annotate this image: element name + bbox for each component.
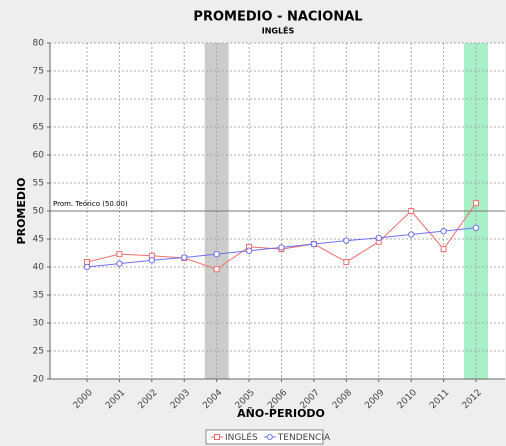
point: [375, 234, 382, 242]
reference-label: Prom. Teórico (50.00): [53, 200, 128, 208]
point: [116, 260, 123, 267]
point: [181, 254, 188, 261]
x-tick-label: 2009: [363, 388, 386, 411]
y-tick-label: 45: [33, 235, 44, 245]
y-tick-label: 40: [33, 263, 45, 273]
y-tick-label: 80: [33, 39, 45, 49]
point: [440, 227, 447, 235]
point: [473, 200, 479, 207]
legend-label: TENDENCIA: [277, 433, 331, 443]
point: [472, 224, 480, 232]
x-tick-label: 2004: [201, 388, 224, 411]
point: [116, 251, 123, 258]
point: [84, 258, 90, 265]
x-tick-label: 2008: [331, 388, 354, 411]
point: [310, 240, 318, 248]
x-tick-label: 2011: [428, 388, 451, 411]
point: [278, 244, 285, 251]
x-tick-label: 2002: [136, 388, 159, 411]
point: [213, 266, 220, 273]
y-tick-label: 30: [33, 319, 45, 329]
x-tick-label: 2003: [169, 388, 192, 411]
chart-title: PROMEDIO - NACIONAL: [193, 10, 362, 25]
x-tick-label: 2010: [396, 388, 419, 411]
legend-label: INGLÉS: [225, 431, 258, 443]
y-tick-label: 75: [33, 67, 44, 77]
y-tick-label: 50: [33, 207, 45, 217]
x-tick-label: 2012: [461, 388, 484, 411]
x-tick-label: 2000: [72, 388, 95, 411]
y-tick-label: 70: [33, 95, 45, 105]
y-tick-label: 35: [33, 291, 44, 301]
point: [407, 231, 415, 238]
point: [213, 250, 220, 258]
point: [408, 208, 415, 214]
y-tick-label: 65: [33, 123, 44, 133]
legend-marker: [214, 434, 220, 440]
point: [245, 247, 253, 254]
x-axis-label: AÑO-PERIODO: [237, 407, 325, 420]
y-tick-label: 25: [33, 347, 44, 357]
legend-marker: [266, 434, 273, 440]
y-axis-label: PROMEDIO: [15, 178, 28, 245]
y-tick-label: 20: [33, 375, 45, 385]
x-tick-label: 2001: [104, 388, 127, 411]
point: [83, 263, 91, 271]
point: [148, 257, 156, 264]
point: [440, 246, 447, 253]
point: [343, 258, 350, 265]
y-tick-label: 60: [33, 151, 45, 161]
chart-subtitle: INGLÉS: [262, 25, 295, 36]
point: [343, 237, 350, 244]
y-tick-label: 55: [33, 179, 44, 189]
